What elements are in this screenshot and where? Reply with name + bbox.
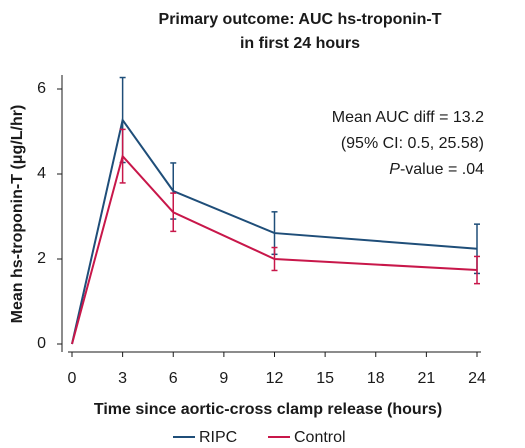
x-tick-label: 15 [316,370,334,387]
annotation: (95% CI: 0.5, 25.58) [341,135,484,152]
x-tick-label: 24 [468,370,486,387]
x-tick-label: 21 [417,370,435,387]
x-tick-label: 6 [169,370,178,387]
legend-label: RIPC [199,429,237,446]
annotation: P-value = .04 [389,161,484,178]
x-tick-label: 12 [266,370,284,387]
error-bar [474,255,480,285]
x-tick-label: 9 [219,370,228,387]
annotation: Mean AUC diff = 13.2 [332,109,484,126]
legend-label: Control [294,429,346,446]
y-tick-label: 2 [37,250,46,267]
y-axis-title: Mean hs-troponin-T (μg/L/hr) [9,105,26,324]
y-tick-label: 4 [37,165,46,182]
x-tick-label: 3 [118,370,127,387]
x-tick-label: 0 [68,370,77,387]
chart-title: Primary outcome: AUC hs-troponin-T [159,11,442,28]
x-axis-title: Time since aortic-cross clamp release (h… [94,401,442,418]
chart-title: in first 24 hours [240,35,360,52]
annotation-part: -value = .04 [400,161,484,178]
y-tick-label: 0 [37,335,46,352]
annotation-part: P [389,161,400,178]
error-bar [119,128,126,184]
error-bar [170,192,177,233]
y-tick-label: 6 [37,80,46,97]
x-tick-label: 18 [367,370,385,387]
error-bar [271,246,278,272]
